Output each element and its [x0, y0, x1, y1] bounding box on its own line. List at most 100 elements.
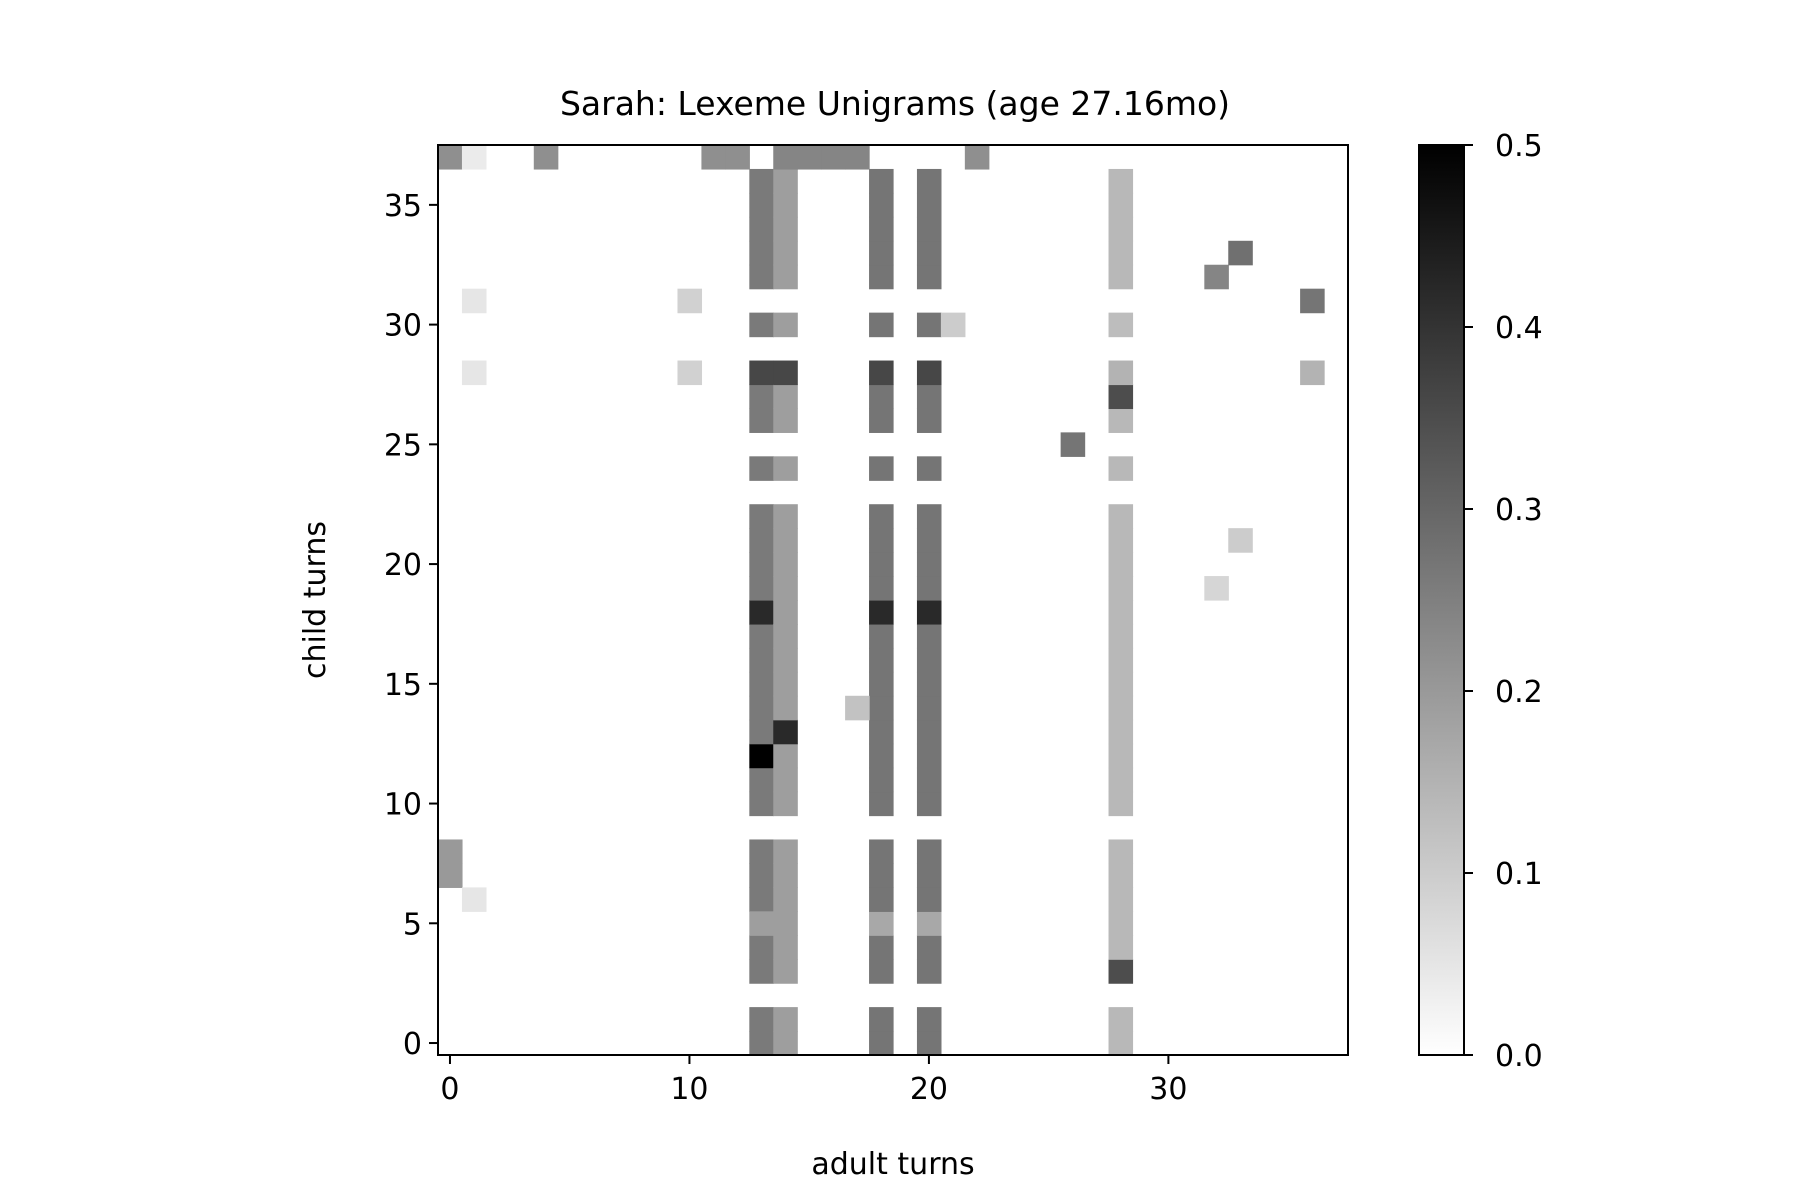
- heatmap-cell: [1204, 264, 1229, 290]
- y-tick-label: 10: [384, 788, 422, 823]
- colorbar-tick-label: 0.4: [1495, 311, 1543, 346]
- colorbar-tick-label: 0.2: [1495, 675, 1543, 710]
- heatmap-cell: [916, 911, 942, 936]
- heatmap-cell: [773, 743, 798, 769]
- heatmap-cell: [461, 887, 487, 912]
- heatmap-cell: [916, 528, 942, 553]
- x-tick-label: 30: [1149, 1072, 1187, 1107]
- heatmap-cell: [749, 623, 774, 649]
- heatmap-cell: [1108, 791, 1134, 817]
- heatmap-cells: [438, 145, 1325, 1056]
- heatmap-cell: [773, 264, 798, 290]
- heatmap-cell: [916, 240, 942, 266]
- heatmap-cell: [869, 600, 894, 625]
- heatmap-cell: [1108, 600, 1134, 625]
- heatmap-cell: [725, 145, 750, 170]
- y-axis: 0 5 10 15 20 25 30 35: [384, 189, 438, 1062]
- heatmap-cell: [438, 145, 463, 170]
- y-tick-label: 15: [384, 668, 422, 703]
- y-tick-label: 30: [384, 309, 422, 344]
- heatmap-cell: [1108, 719, 1134, 745]
- heatmap-cell: [533, 145, 559, 170]
- x-axis-label: adult turns: [811, 1147, 974, 1182]
- heatmap-cell: [773, 312, 798, 338]
- heatmap-cell: [749, 1007, 774, 1032]
- heatmap-cell: [1108, 959, 1134, 984]
- heatmap-cell: [869, 528, 894, 553]
- heatmap-cell: [749, 600, 774, 625]
- heatmap-cell: [773, 504, 798, 529]
- x-axis: 0 10 20 30: [440, 1055, 1187, 1107]
- heatmap-cell: [773, 552, 798, 577]
- heatmap-cell: [701, 145, 726, 170]
- y-tick-label: 20: [384, 548, 422, 583]
- heatmap-cell: [916, 647, 942, 673]
- heatmap-cell: [1108, 935, 1134, 960]
- heatmap-cell: [916, 839, 942, 865]
- heatmap-cell: [869, 671, 894, 697]
- heatmap-cell: [916, 408, 942, 433]
- heatmap-cell: [1108, 312, 1134, 338]
- heatmap-cell: [773, 959, 798, 984]
- heatmap-cell: [1300, 360, 1325, 386]
- y-axis-label: child turns: [298, 521, 333, 679]
- heatmap-cell: [677, 288, 703, 314]
- heatmap-cell: [916, 863, 942, 888]
- heatmap-cell: [916, 192, 942, 218]
- heatmap-cell: [773, 839, 798, 865]
- heatmap-cell: [1108, 1031, 1134, 1056]
- heatmap-cell: [1108, 216, 1134, 242]
- heatmap-cell: [797, 145, 822, 170]
- heatmap-cell: [1108, 168, 1134, 194]
- heatmap-cell: [916, 695, 942, 721]
- heatmap-cell: [749, 576, 774, 601]
- heatmap-cell: [869, 504, 894, 529]
- heatmap-cell: [773, 647, 798, 673]
- heatmap-cell: [773, 671, 798, 697]
- heatmap-cell: [916, 168, 942, 194]
- heatmap-cell: [869, 1031, 894, 1056]
- heatmap-cell: [773, 791, 798, 817]
- heatmap-cell: [1108, 240, 1134, 266]
- heatmap-cell: [749, 767, 774, 793]
- heatmap-cell: [869, 312, 894, 338]
- heatmap-cell: [1228, 240, 1253, 266]
- heatmap-cell: [869, 695, 894, 721]
- heatmap-cell: [749, 264, 774, 290]
- x-tick-label: 10: [670, 1072, 708, 1107]
- heatmap-cell: [869, 839, 894, 865]
- heatmap-cell: [1108, 839, 1134, 865]
- heatmap-cell: [773, 576, 798, 601]
- heatmap-cell: [869, 791, 894, 817]
- heatmap-cell: [916, 384, 942, 410]
- heatmap-cell: [916, 552, 942, 577]
- heatmap-cell: [749, 504, 774, 529]
- heatmap-cell: [1108, 384, 1134, 410]
- heatmap-cell: [773, 145, 798, 170]
- heatmap-cell: [749, 695, 774, 721]
- heatmap-cell: [749, 671, 774, 697]
- heatmap-cell: [1060, 432, 1086, 457]
- heatmap-cell: [773, 600, 798, 625]
- heatmap-cell: [749, 911, 774, 936]
- heatmap-cell: [749, 456, 774, 481]
- heatmap-cell: [869, 743, 894, 769]
- heatmap-cell: [1108, 408, 1134, 433]
- heatmap-cell: [773, 863, 798, 888]
- heatmap-cell: [1108, 695, 1134, 721]
- heatmap-cell: [916, 719, 942, 745]
- heatmap-cell: [916, 216, 942, 242]
- heatmap-cell: [1108, 552, 1134, 577]
- heatmap-cell: [869, 384, 894, 410]
- heatmap-cell: [1108, 743, 1134, 769]
- heatmap-cell: [821, 145, 846, 170]
- heatmap-cell: [869, 264, 894, 290]
- heatmap-cell: [916, 1007, 942, 1032]
- heatmap-cell: [461, 145, 487, 170]
- heatmap-cell: [461, 360, 487, 386]
- heatmap-cell: [749, 552, 774, 577]
- heatmap-cell: [869, 192, 894, 218]
- heatmap-cell: [869, 576, 894, 601]
- heatmap-cell: [869, 360, 894, 386]
- heatmap-cell: [773, 719, 798, 745]
